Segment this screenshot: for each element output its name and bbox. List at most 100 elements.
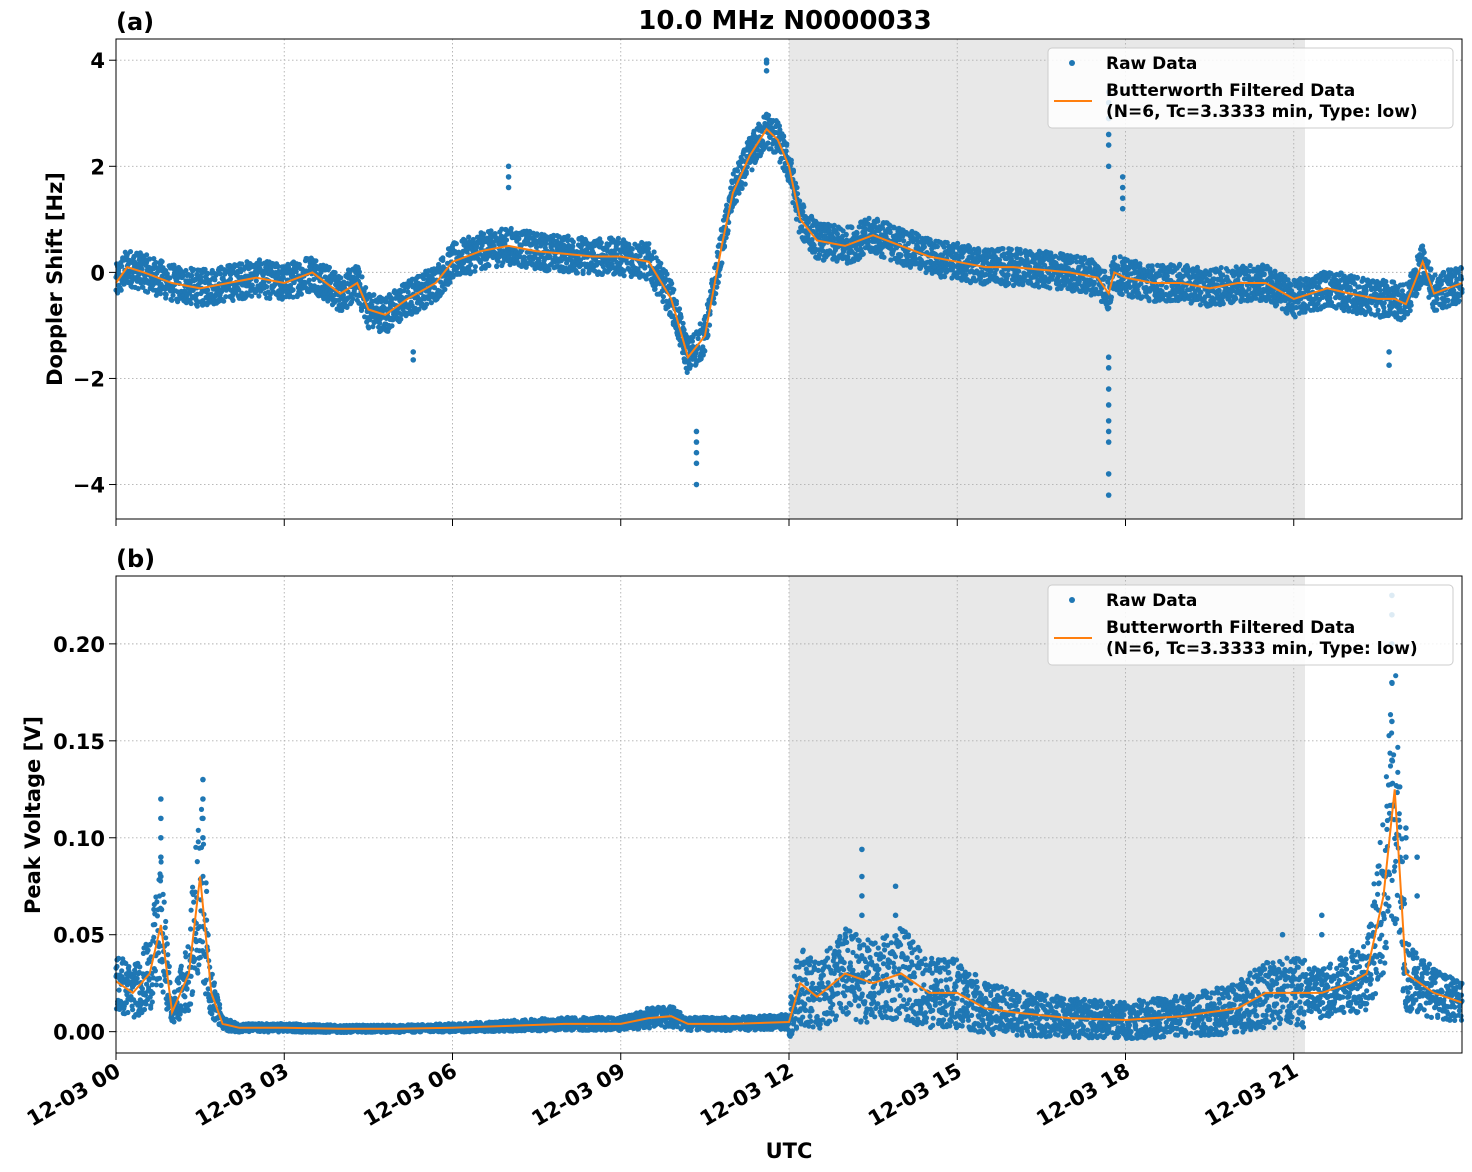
raw-point xyxy=(901,238,907,244)
raw-point xyxy=(1383,279,1389,285)
raw-point xyxy=(279,290,285,296)
raw-point xyxy=(276,270,282,276)
raw-point xyxy=(359,274,365,280)
raw-point xyxy=(486,262,492,269)
raw-point xyxy=(1377,287,1383,293)
raw-point xyxy=(1218,265,1224,271)
raw-point xyxy=(202,266,208,273)
raw-point xyxy=(298,291,304,297)
raw-point xyxy=(671,287,677,293)
raw-point xyxy=(325,298,331,304)
raw-point xyxy=(472,264,478,270)
raw-point xyxy=(306,277,312,283)
raw-point xyxy=(626,241,632,247)
raw-point xyxy=(1091,279,1097,285)
raw-point xyxy=(574,270,581,276)
raw-point xyxy=(119,263,125,269)
raw-point xyxy=(286,291,293,298)
raw-point xyxy=(466,234,472,240)
raw-point xyxy=(646,241,652,247)
raw-point xyxy=(715,279,721,285)
raw-point xyxy=(163,291,169,298)
raw-point xyxy=(144,252,150,258)
raw-point xyxy=(1207,272,1213,278)
raw-point xyxy=(205,270,211,276)
raw-point xyxy=(1146,298,1152,304)
raw-point xyxy=(941,244,947,250)
raw-point xyxy=(658,260,664,266)
raw-point xyxy=(742,181,748,187)
raw-point xyxy=(275,263,281,269)
raw-point xyxy=(127,249,134,255)
raw-point xyxy=(382,305,388,311)
raw-point xyxy=(1354,275,1360,281)
raw-point xyxy=(253,278,259,284)
raw-point xyxy=(1119,291,1125,297)
raw-point xyxy=(854,230,860,236)
raw-point xyxy=(743,171,749,177)
raw-point xyxy=(1381,300,1387,306)
raw-point xyxy=(797,198,803,204)
raw-point xyxy=(1016,268,1022,274)
raw-point xyxy=(218,271,224,277)
raw-point xyxy=(651,249,657,255)
raw-point xyxy=(264,284,270,290)
raw-point xyxy=(1198,289,1204,295)
raw-point xyxy=(326,264,332,271)
raw-point xyxy=(135,286,141,292)
raw-point xyxy=(676,306,683,312)
raw-point xyxy=(695,335,701,342)
raw-point xyxy=(350,296,356,302)
raw-point xyxy=(236,287,242,293)
raw-point xyxy=(664,271,670,277)
raw-point xyxy=(680,320,686,326)
raw-point xyxy=(249,293,255,299)
raw-point xyxy=(472,268,478,274)
raw-point xyxy=(621,273,627,279)
raw-point xyxy=(503,237,510,243)
raw-point xyxy=(440,257,446,263)
raw-point xyxy=(1137,261,1143,267)
panel-a: 420−2−4 (a) Doppler Shift [Hz] Raw DataB… xyxy=(43,8,1465,526)
raw-point xyxy=(191,267,197,273)
raw-point xyxy=(702,348,708,354)
raw-point xyxy=(660,294,667,300)
raw-point xyxy=(934,243,941,250)
raw-point xyxy=(338,275,344,281)
raw-point xyxy=(1375,307,1381,313)
raw-point xyxy=(481,231,487,237)
raw-point xyxy=(280,275,286,281)
raw-point xyxy=(189,273,195,279)
raw-point xyxy=(1106,305,1112,311)
raw-point xyxy=(598,240,604,246)
raw-point xyxy=(642,265,648,271)
raw-point xyxy=(366,325,372,331)
raw-point xyxy=(765,140,771,146)
raw-point xyxy=(118,287,124,293)
raw-point xyxy=(227,262,233,269)
raw-point xyxy=(784,142,790,148)
raw-point xyxy=(843,232,849,238)
raw-point xyxy=(1292,314,1298,320)
raw-point xyxy=(615,235,622,241)
raw-point xyxy=(645,245,652,252)
raw-point xyxy=(546,267,552,273)
raw-point xyxy=(468,261,474,268)
raw-point xyxy=(681,327,687,333)
raw-point xyxy=(370,324,376,330)
raw-point xyxy=(140,284,146,290)
raw-point xyxy=(356,269,362,275)
raw-point xyxy=(205,287,211,293)
raw-point xyxy=(669,280,675,287)
raw-point xyxy=(739,185,745,191)
raw-point xyxy=(167,275,173,281)
raw-point xyxy=(290,287,296,293)
raw-point xyxy=(1047,285,1053,291)
raw-point xyxy=(416,306,422,312)
raw-point xyxy=(565,233,571,239)
raw-point xyxy=(494,263,500,269)
raw-point xyxy=(781,133,787,139)
raw-point xyxy=(570,239,576,245)
raw-point xyxy=(629,246,635,252)
raw-point xyxy=(1320,294,1326,300)
